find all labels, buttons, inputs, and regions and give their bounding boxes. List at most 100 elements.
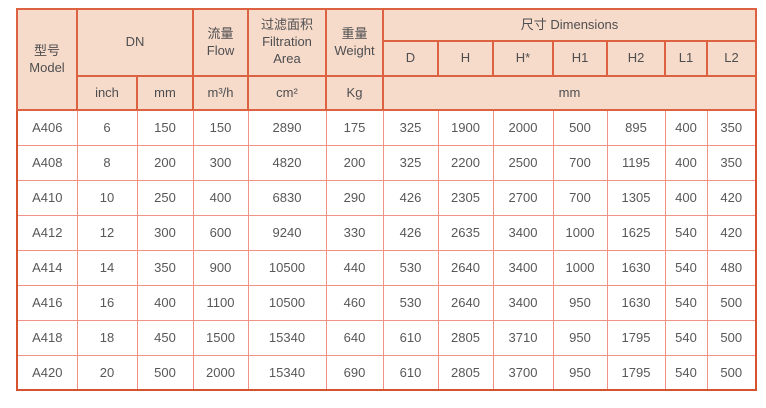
value-cell: 1900 (437, 109, 494, 146)
value-cell: 10500 (247, 284, 327, 321)
unit-area: cm² (247, 75, 327, 111)
value-cell: 18 (76, 319, 138, 356)
value-cell: 400 (664, 144, 708, 181)
value-cell: 2640 (437, 249, 494, 286)
value-cell: 325 (382, 144, 439, 181)
unit-weight: Kg (325, 75, 384, 111)
value-cell: 2805 (437, 354, 494, 391)
value-cell: 2000 (492, 109, 554, 146)
value-cell: 600 (192, 214, 249, 251)
col-header-dimensions: 尺寸 Dimensions (381, 8, 758, 42)
value-cell: 700 (552, 144, 608, 181)
table-row: A414 14 350 900 10500 440 530 2640 3400 1000 1630 5… (16, 249, 758, 286)
table-row: A410 10 250 400 6830 290 426 2305 2700 700 1305 400… (16, 179, 758, 216)
header-row-2: D H H* H1 H2 L1 L2 (17, 40, 758, 77)
unit-dimensions: mm (381, 75, 758, 111)
filter-spec-table: 型号 Model DN 流量 Flow 过滤面积 Filtration Area… (16, 8, 758, 391)
value-cell: 540 (664, 319, 708, 356)
table-row: A416 16 400 1100 10500 460 530 2640 3400 950 1630 5… (16, 284, 758, 321)
value-cell: 530 (382, 249, 439, 286)
value-cell: 540 (664, 354, 708, 391)
col-header-filtration-area: 过滤面积 Filtration Area (247, 8, 327, 77)
value-cell: 426 (382, 179, 439, 216)
unit-mm: mm (136, 75, 194, 111)
value-cell: 895 (606, 109, 666, 146)
value-cell: 540 (664, 284, 708, 321)
value-cell: 3400 (492, 249, 554, 286)
header-row-1: 型号 Model DN 流量 Flow 过滤面积 Filtration Area… (16, 8, 758, 111)
value-cell: 2635 (437, 214, 494, 251)
unit-flow: m³/h (192, 75, 249, 111)
value-cell: 500 (136, 354, 194, 391)
col-header-l2: L2 (705, 40, 758, 77)
value-cell: 350 (706, 109, 758, 146)
value-cell: 2000 (192, 354, 249, 391)
value-cell: 500 (706, 284, 758, 321)
value-cell: 300 (136, 214, 194, 251)
value-cell: 950 (552, 354, 608, 391)
value-cell: 1795 (606, 354, 666, 391)
model-cell: A406 (16, 109, 78, 146)
value-cell: 950 (552, 284, 608, 321)
value-cell: 500 (706, 354, 758, 391)
value-cell: 400 (136, 284, 194, 321)
model-cell: A412 (16, 214, 78, 251)
unit-inch: inch (76, 75, 138, 111)
value-cell: 3400 (492, 214, 554, 251)
value-cell: 9240 (247, 214, 327, 251)
value-cell: 900 (192, 249, 249, 286)
value-cell: 610 (382, 354, 439, 391)
value-cell: 540 (664, 214, 708, 251)
value-cell: 450 (136, 319, 194, 356)
value-cell: 175 (325, 109, 384, 146)
value-cell: 460 (325, 284, 384, 321)
value-cell: 1305 (606, 179, 666, 216)
value-cell: 540 (664, 249, 708, 286)
value-cell: 1795 (606, 319, 666, 356)
value-cell: 2700 (492, 179, 554, 216)
value-cell: 200 (325, 144, 384, 181)
table-row: A412 12 300 600 9240 330 426 2635 3400 1000 1625 54… (16, 214, 758, 251)
value-cell: 250 (136, 179, 194, 216)
table-row: A406 6 150 150 2890 175 325 1900 2000 500 895 400 35… (16, 109, 758, 146)
table-row: A418 18 450 1500 15340 640 610 2805 3710 950 1795 5… (16, 319, 758, 356)
value-cell: 150 (136, 109, 194, 146)
model-cell: A410 (16, 179, 78, 216)
col-header-l1: L1 (664, 40, 708, 77)
value-cell: 150 (192, 109, 249, 146)
value-cell: 325 (382, 109, 439, 146)
value-cell: 1000 (552, 249, 608, 286)
value-cell: 1100 (192, 284, 249, 321)
value-cell: 10 (76, 179, 138, 216)
header-row-units: inch mm m³/h cm² Kg mm (17, 75, 758, 111)
value-cell: 15340 (247, 354, 327, 391)
value-cell: 15340 (247, 319, 327, 356)
value-cell: 400 (664, 109, 708, 146)
col-header-model: 型号 Model (16, 8, 78, 111)
value-cell: 330 (325, 214, 384, 251)
value-cell: 530 (382, 284, 439, 321)
col-header-weight: 重量 Weight (325, 8, 384, 77)
value-cell: 6830 (247, 179, 327, 216)
value-cell: 3400 (492, 284, 554, 321)
value-cell: 400 (664, 179, 708, 216)
value-cell: 440 (325, 249, 384, 286)
model-cell: A408 (16, 144, 78, 181)
value-cell: 200 (136, 144, 194, 181)
table-header: 型号 Model DN 流量 Flow 过滤面积 Filtration Area… (16, 8, 758, 111)
col-header-dn: DN (76, 8, 194, 77)
value-cell: 6 (76, 109, 138, 146)
value-cell: 1625 (606, 214, 666, 251)
value-cell: 350 (706, 144, 758, 181)
value-cell: 12 (76, 214, 138, 251)
value-cell: 700 (552, 179, 608, 216)
value-cell: 2805 (437, 319, 494, 356)
value-cell: 3710 (492, 319, 554, 356)
value-cell: 610 (382, 319, 439, 356)
value-cell: 420 (706, 214, 758, 251)
value-cell: 426 (382, 214, 439, 251)
value-cell: 420 (706, 179, 758, 216)
value-cell: 4820 (247, 144, 327, 181)
value-cell: 3700 (492, 354, 554, 391)
table-body: A406 6 150 150 2890 175 325 1900 2000 500 895 400 35… (16, 109, 758, 391)
